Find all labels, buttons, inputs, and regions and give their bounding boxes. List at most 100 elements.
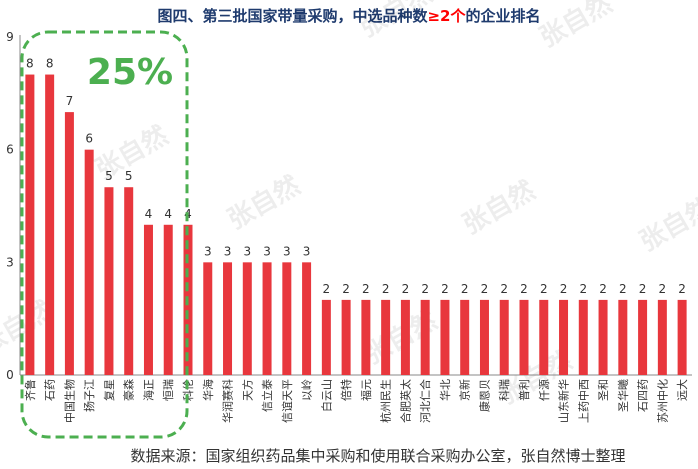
bar-value-label: 3	[303, 244, 311, 258]
y-tick-label: 6	[6, 143, 14, 157]
x-tick-label: 杭州民生	[379, 379, 393, 423]
x-tick-label: 仟源	[537, 379, 551, 401]
bar-value-label: 3	[204, 244, 212, 258]
bar-value-label: 2	[421, 282, 429, 296]
bar-value-label: 2	[520, 282, 528, 296]
bar-value-label: 2	[540, 282, 548, 296]
bar-value-label: 3	[224, 244, 232, 258]
x-tick-label: 扬子江	[82, 379, 96, 412]
bar	[203, 262, 213, 375]
bar-value-label: 2	[659, 282, 667, 296]
bar-value-label: 2	[678, 282, 686, 296]
bar	[104, 187, 114, 375]
bar	[341, 299, 351, 375]
bar	[578, 299, 588, 375]
x-tick-label: 福元	[359, 379, 373, 401]
callout-percentage: 25%	[87, 52, 173, 93]
bar	[242, 262, 252, 375]
x-tick-label: 圣华曦	[616, 379, 630, 412]
watermark-text: 张自然	[534, 0, 617, 54]
x-tick-label: 白云山	[319, 379, 333, 412]
bar-value-label: 2	[441, 282, 449, 296]
bar	[638, 299, 648, 375]
x-tick-label: 河北仁合	[418, 379, 432, 423]
bar-value-label: 2	[382, 282, 390, 296]
x-tick-label: 石药	[44, 379, 57, 401]
bar	[499, 299, 509, 375]
x-tick-label: 海正	[141, 379, 155, 401]
watermark-text: 张自然	[359, 305, 442, 371]
bar	[460, 299, 470, 375]
x-tick-label: 以岭	[300, 379, 314, 401]
x-tick-labels-layer: 齐鲁 石药 中国生物 扬子江 复星 豪森 海正 恒瑞 科伦 华海 华润赛科 天方 信立泰 信谊天平 以岭 白云…	[23, 379, 689, 423]
bar-value-label: 2	[619, 282, 627, 296]
x-tick-label: 信谊天平	[280, 379, 294, 423]
bar-value-label: 8	[26, 57, 34, 71]
bar-value-label: 2	[342, 282, 350, 296]
bar-value-label: 2	[481, 282, 489, 296]
x-tick-label: 齐鲁	[23, 379, 37, 401]
x-tick-label: 科伦	[181, 379, 195, 401]
bar	[302, 262, 312, 375]
bar-value-label: 4	[164, 207, 172, 221]
x-tick-label: 圣和	[597, 379, 610, 401]
bar-value-label: 4	[145, 207, 153, 221]
bar	[519, 299, 529, 375]
bar-value-label: 3	[263, 244, 271, 258]
bar	[677, 299, 687, 375]
bar	[143, 224, 153, 375]
bar	[25, 74, 35, 376]
bar	[381, 299, 391, 375]
x-tick-label: 天方	[240, 379, 254, 401]
bar	[440, 299, 450, 375]
watermark-text: 张自然	[457, 175, 540, 241]
bar	[262, 262, 272, 375]
x-tick-label: 合肥英太	[398, 379, 412, 423]
bars-layer	[25, 74, 687, 376]
bar	[223, 262, 233, 375]
bar-value-label: 2	[402, 282, 410, 296]
bar	[479, 299, 489, 375]
bar-value-label: 2	[560, 282, 568, 296]
bar	[361, 299, 371, 375]
bar-value-label: 5	[105, 169, 113, 183]
bar	[84, 149, 94, 375]
bar-value-label: 2	[461, 282, 469, 296]
bar-value-label: 2	[599, 282, 607, 296]
bar	[657, 299, 667, 375]
watermark-text: 张自然	[222, 170, 305, 236]
bar-value-label: 3	[283, 244, 291, 258]
bar-value-label: 6	[85, 132, 93, 146]
x-tick-label: 苏州中化	[655, 379, 669, 423]
x-tick-label: 京新	[458, 379, 472, 401]
bar	[124, 187, 134, 375]
bar	[559, 299, 569, 375]
chart-title-highlight: ≥2个	[427, 7, 466, 25]
x-tick-label: 石四药	[637, 379, 650, 412]
top-group-highlight-box	[20, 30, 189, 439]
bar-value-label: 3	[243, 244, 251, 258]
chart-title: 图四、第三批国家带量采购，中选品种数≥2个的企业排名	[157, 7, 540, 25]
x-tick-label: 华润赛科	[221, 379, 235, 423]
bar	[618, 299, 628, 375]
x-tick-label: 山东新华	[557, 379, 571, 423]
x-tick-label: 豪森	[122, 379, 136, 401]
x-tick-label: 康恩贝	[477, 379, 491, 412]
bar	[163, 224, 173, 375]
x-tick-label: 信立泰	[260, 379, 274, 412]
x-tick-label: 华北	[438, 379, 452, 401]
bar	[420, 299, 430, 375]
chart-title-part1: 图四、第三批国家带量采购，中选品种数	[157, 7, 428, 25]
x-tick-label: 科瑞	[497, 379, 511, 401]
bar	[321, 299, 331, 375]
x-tick-label: 倍特	[339, 379, 353, 401]
x-tick-label: 华海	[201, 379, 215, 401]
bar-value-label: 2	[639, 282, 647, 296]
x-tick-label: 复星	[102, 379, 116, 401]
y-tick-label: 0	[6, 368, 14, 382]
bar-value-label: 5	[125, 169, 133, 183]
chart-title-part3: 的企业排名	[466, 7, 541, 25]
y-tick-label: 3	[6, 255, 14, 269]
